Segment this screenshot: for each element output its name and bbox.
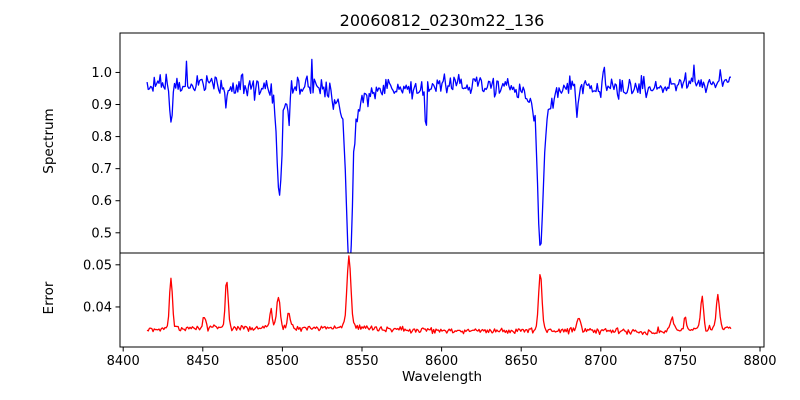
spectrum-axes-frame xyxy=(119,32,765,254)
spectrum-ytick-label: 1.0 xyxy=(91,66,112,81)
spectrum-line xyxy=(146,58,732,253)
error-ytick-label: 0.05 xyxy=(83,258,112,273)
spectrum-ytick-label: 0.9 xyxy=(91,98,112,113)
spectrum-ytick-label: 0.8 xyxy=(91,130,112,145)
xtick-label: 8700 xyxy=(584,354,617,369)
xtick-label: 8650 xyxy=(505,354,538,369)
spectrum-ytick-label: 0.6 xyxy=(91,194,112,209)
spectrum-ytick-label: 0.7 xyxy=(91,162,112,177)
xtick-label: 8550 xyxy=(345,354,378,369)
xtick-label: 8800 xyxy=(743,354,776,369)
error-ytick-label: 0.04 xyxy=(83,300,112,315)
xtick-label: 8400 xyxy=(107,354,140,369)
xtick-label: 8500 xyxy=(266,354,299,369)
xtick-label: 8600 xyxy=(425,354,458,369)
error-line xyxy=(146,255,732,336)
error-axes-frame xyxy=(119,252,765,348)
spectrum-ytick-label: 0.5 xyxy=(91,226,112,241)
xtick-label: 8750 xyxy=(664,354,697,369)
xtick-label: 8450 xyxy=(186,354,219,369)
